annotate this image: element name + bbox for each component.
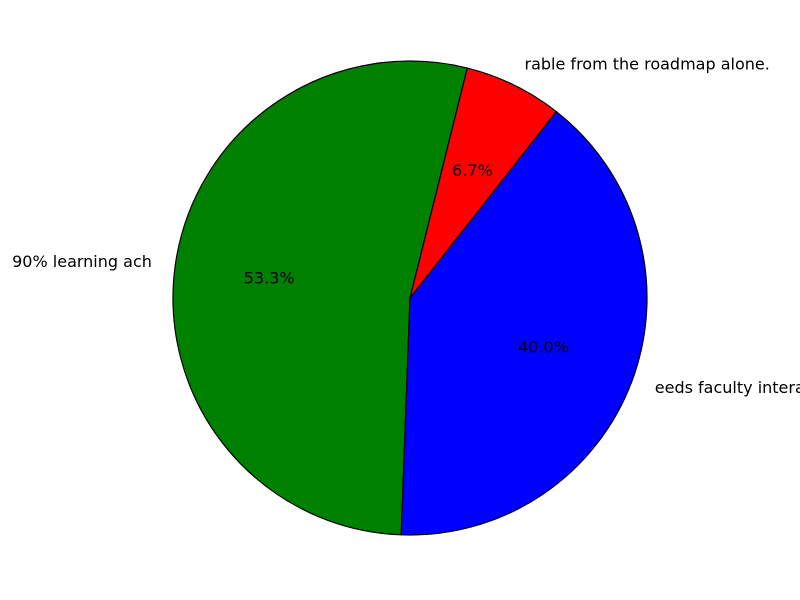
pie-labels: 90% learning ach 53.3% eeds faculty intera… [12, 54, 800, 397]
pie-slice-1 [400, 110, 648, 536]
slice-label-2: rable from the roadmap alone. [525, 54, 770, 73]
slice-label-1: eeds faculty interaction [655, 378, 800, 397]
slice-percent-2: 6.7% [452, 161, 493, 180]
slice-percent-1: 40.0% [518, 337, 569, 356]
slice-label-0: 90% learning ach [12, 252, 152, 271]
pie-slice-0 [172, 60, 468, 536]
pie-slices [172, 60, 648, 536]
pie-slice-2 [409, 67, 557, 299]
slice-percent-0: 53.3% [244, 269, 295, 288]
